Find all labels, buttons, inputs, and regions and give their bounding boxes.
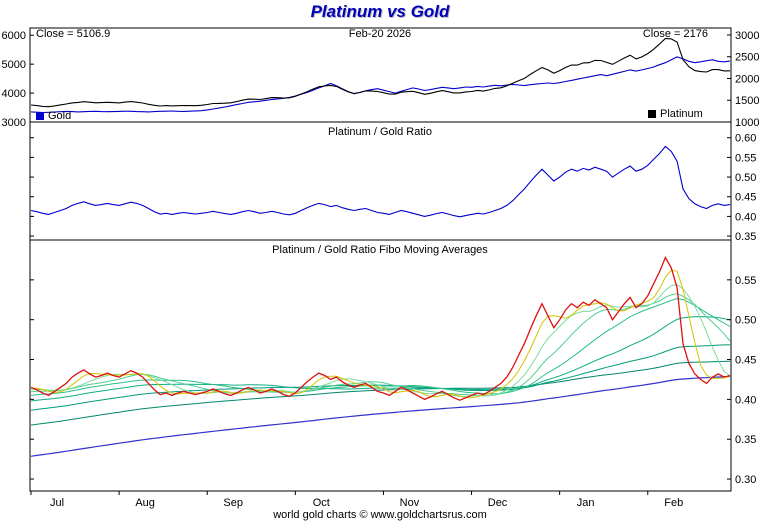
platinum-axis-label: 2500 xyxy=(735,52,759,64)
x-axis-month-label: Nov xyxy=(400,497,420,509)
panel-border-3 xyxy=(29,239,732,492)
fibo-axis-label: 0.50 xyxy=(735,315,756,327)
chart-title: Platinum vs Gold xyxy=(310,2,450,21)
fibo-axis-label: 0.30 xyxy=(735,474,756,486)
x-axis-month-label: Sep xyxy=(223,497,243,509)
fibo-ma-line-p13 xyxy=(30,293,731,397)
footer-credit: world gold charts © www.goldchartsrus.co… xyxy=(273,509,487,521)
x-axis-month-label: Aug xyxy=(135,497,155,509)
gold-legend-label: Gold xyxy=(48,110,72,122)
x-axis-month-label: Jul xyxy=(50,497,64,509)
ratio-axis-label: 0.50 xyxy=(735,172,756,184)
ratio-axis-label: 0.35 xyxy=(735,231,756,243)
fibo-axis-label: 0.40 xyxy=(735,394,756,406)
date-label: Feb-20 2026 xyxy=(348,28,412,40)
fibo-panel-title: Platinum / Gold Ratio Fibo Moving Averag… xyxy=(272,244,488,256)
fibo-axis-label: 0.45 xyxy=(735,355,756,367)
platinum-axis-label: 3000 xyxy=(735,30,759,42)
platinum-axis-label: 1500 xyxy=(735,95,759,107)
gold-legend-swatch xyxy=(36,112,44,120)
gold-series-line xyxy=(30,56,731,114)
platinum-legend-swatch xyxy=(648,110,656,118)
gold-legend: Gold xyxy=(36,110,71,122)
platinum-close-label: Close = 2176 xyxy=(642,28,708,40)
panel-border-2 xyxy=(29,121,732,241)
gold-axis-label: 5000 xyxy=(2,59,26,71)
fibo-axis-label: 0.55 xyxy=(735,275,756,287)
fibo-ma-line-p55 xyxy=(30,344,731,411)
gold-close-label: Close = 5106.9 xyxy=(36,28,111,40)
long-ma-line xyxy=(30,375,731,457)
platinum-series-line xyxy=(30,37,731,108)
ratio-axis-label: 0.55 xyxy=(735,152,756,164)
ratio-series-line xyxy=(30,145,731,218)
gold-axis-label: 3000 xyxy=(2,117,26,129)
fibo-ma-line-p4 xyxy=(30,269,731,399)
platinum-axis-label: 2000 xyxy=(735,73,759,85)
ratio-panel-title: Platinum / Gold Ratio xyxy=(328,126,432,138)
ratio-axis-label: 0.40 xyxy=(735,211,756,223)
x-axis-month-label: Feb xyxy=(664,497,683,509)
fibo-ma-line-p89 xyxy=(30,360,731,426)
gold-axis-label: 6000 xyxy=(2,30,26,42)
fibo-axis-label: 0.35 xyxy=(735,434,756,446)
fibo-ma-line-p8 xyxy=(30,283,731,398)
gold-axis-label: 4000 xyxy=(2,88,26,100)
ratio-raw-line xyxy=(30,256,731,401)
ratio-axis-label: 0.45 xyxy=(735,192,756,204)
ratio-axis-label: 0.60 xyxy=(735,133,756,145)
fibo-ma-line-p34 xyxy=(30,316,731,402)
fibo-ma-line-p21 xyxy=(30,297,731,396)
platinum-legend-label: Platinum xyxy=(660,108,703,120)
panel-border-1 xyxy=(29,27,732,123)
platinum-legend: Platinum xyxy=(648,108,703,120)
x-axis-month-label: Jan xyxy=(577,497,595,509)
x-axis-month-label: Dec xyxy=(488,497,508,509)
x-axis-month-label: Oct xyxy=(313,497,330,509)
platinum-axis-label: 1000 xyxy=(735,117,759,129)
